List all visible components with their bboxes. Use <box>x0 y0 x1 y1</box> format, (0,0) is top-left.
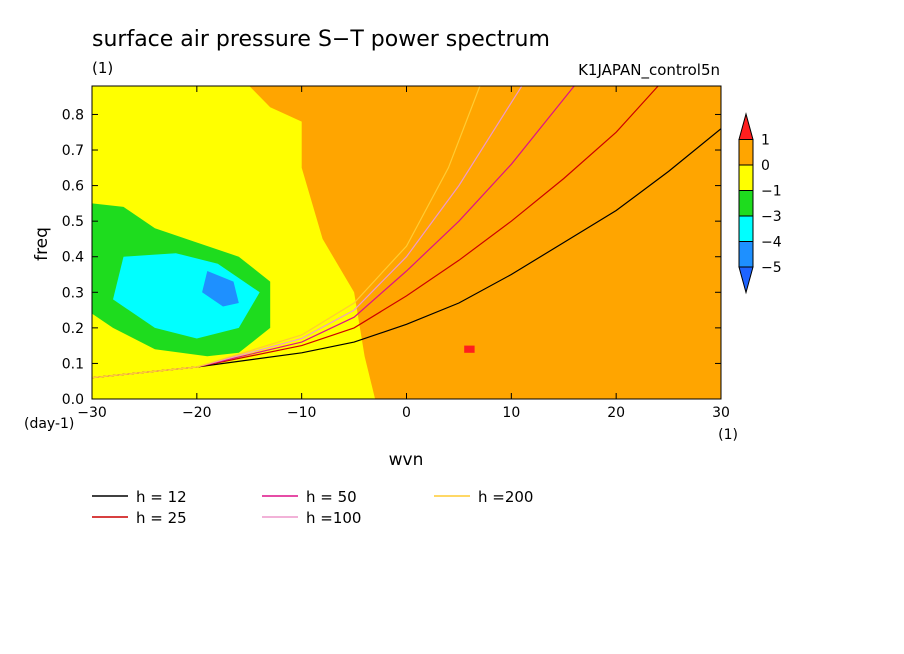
series-line-5 <box>92 86 481 379</box>
x-axis-label: wvn <box>389 450 424 470</box>
plot-regions <box>92 86 721 399</box>
legend-label: h =200 <box>478 488 533 506</box>
x-tick-label: 0 <box>402 405 411 421</box>
colorbar-label: −5 <box>761 260 782 276</box>
y-axis-label: freq <box>32 227 52 261</box>
legend-label: h =100 <box>306 509 361 527</box>
series-line-2 <box>92 86 659 379</box>
legend-label: h = 25 <box>136 509 187 527</box>
y-tick-label: 0.6 <box>62 179 84 195</box>
legend-label: h = 12 <box>136 488 187 506</box>
chart-title: surface air pressure S−T power spectrum <box>92 27 550 52</box>
colorbar-segment <box>738 190 754 217</box>
y-axis: 0.0 0.1 0.2 0.3 0.4 0.5 0.6 0.7 0.8 <box>62 107 721 408</box>
colorbar-segment <box>738 215 754 242</box>
y-tick-label: 0.2 <box>62 321 84 337</box>
x-tick-label: −30 <box>77 405 107 421</box>
legend-label: h = 50 <box>306 488 357 506</box>
region-blue-patch <box>202 271 239 307</box>
x-tick-label: 20 <box>607 405 625 421</box>
y-tick-label: 0.5 <box>62 214 84 230</box>
y-tick-label: 0.1 <box>62 356 84 372</box>
colorbar-top-arrow <box>738 112 754 140</box>
colorbar-bottom-arrow <box>738 266 754 295</box>
legend: h = 12 h = 25 h = 50 h =100 h =200 <box>92 488 533 527</box>
region-cyan-patch <box>113 253 260 339</box>
y-tick-label: 0.3 <box>62 285 84 301</box>
colorbar-label: −3 <box>761 209 782 225</box>
y-tick-label: 0.0 <box>62 392 84 408</box>
colorbar-segment <box>738 164 754 191</box>
x-tick-label: 10 <box>502 405 520 421</box>
chart-subtitle-left: (1) <box>92 59 113 77</box>
colorbar-segment <box>738 241 754 268</box>
plot-lines <box>92 86 721 379</box>
colorbar-label: 0 <box>761 158 770 174</box>
y-unit-label: (day-1) <box>24 416 74 432</box>
series-line-1 <box>92 128 721 379</box>
colorbar-label: 1 <box>761 133 770 149</box>
y-tick-label: 0.4 <box>62 250 84 266</box>
x-axis: −30 −20 −10 0 10 20 30 <box>77 86 730 421</box>
colorbar: 1 0 −1 −3 −4 −5 <box>738 112 782 295</box>
region-orange-band <box>249 86 721 399</box>
colorbar-label: −4 <box>761 235 782 251</box>
colorbar-label: −1 <box>761 184 782 200</box>
x-tick-label: −10 <box>287 405 317 421</box>
chart-subtitle-right: K1JAPAN_control5n <box>578 61 720 80</box>
x-tick-label: 30 <box>712 405 730 421</box>
x-unit-label: (1) <box>718 427 738 443</box>
y-tick-label: 0.7 <box>62 143 84 159</box>
x-tick-label: −20 <box>182 405 212 421</box>
region-red-spot <box>464 345 475 353</box>
y-tick-label: 0.8 <box>62 107 84 123</box>
colorbar-segment <box>738 139 754 166</box>
